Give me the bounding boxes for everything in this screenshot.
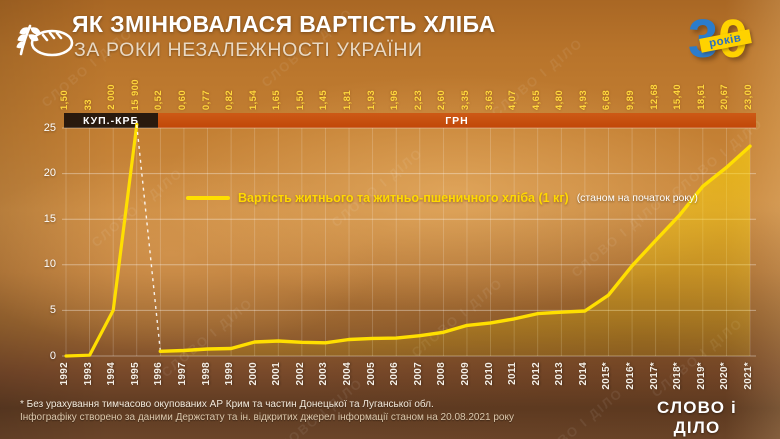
y-tick-20: 20 — [43, 167, 56, 180]
y-tick-15: 15 — [43, 212, 56, 225]
bread-wheat-icon — [16, 24, 74, 57]
brand-wordmark: СЛОВО і ДІЛО — [657, 398, 737, 437]
y-tick-0: 0 — [49, 349, 56, 362]
legend-label: Вартість житнього та житньо-пшеничного х… — [238, 191, 569, 205]
chart-legend: Вартість житнього та житньо-пшеничного х… — [186, 191, 698, 205]
y-tick-25: 25 — [43, 121, 56, 134]
footnote-occupied-territories: * Без урахування тимчасово окупованих АР… — [20, 399, 434, 410]
legend-note: (станом на початок року) — [576, 192, 698, 204]
currency-band-hryvnia-label: ГРН — [445, 114, 469, 127]
y-tick-5: 5 — [49, 303, 56, 316]
price-line-uah — [158, 144, 752, 353]
legend-line-swatch — [186, 196, 230, 200]
page-subtitle: ЗА РОКИ НЕЗАЛЕЖНОСТІ УКРАЇНИ — [74, 39, 423, 61]
price-line-krb — [64, 122, 139, 358]
page-title: ЯК ЗМІНЮВАЛАСЯ ВАРТІСТЬ ХЛІБА — [72, 11, 496, 37]
currency-reform-dashed-line — [136, 124, 162, 352]
currency-band-karbovanets: КУП.-КРБ — [64, 113, 158, 128]
currency-band-hryvnia: ГРН — [158, 113, 756, 128]
anniversary-30-badge: 3 0 років — [686, 6, 774, 78]
price-area-fill — [160, 146, 751, 356]
currency-band-karbovanets-label: КУП.-КРБ — [82, 114, 140, 127]
footnote-data-source: Інфографіку створено за даними Держстату… — [20, 412, 514, 423]
slovo-i-dilo-logo: СЛОВО і ДІЛО — [636, 398, 758, 439]
y-tick-10: 10 — [43, 258, 56, 271]
